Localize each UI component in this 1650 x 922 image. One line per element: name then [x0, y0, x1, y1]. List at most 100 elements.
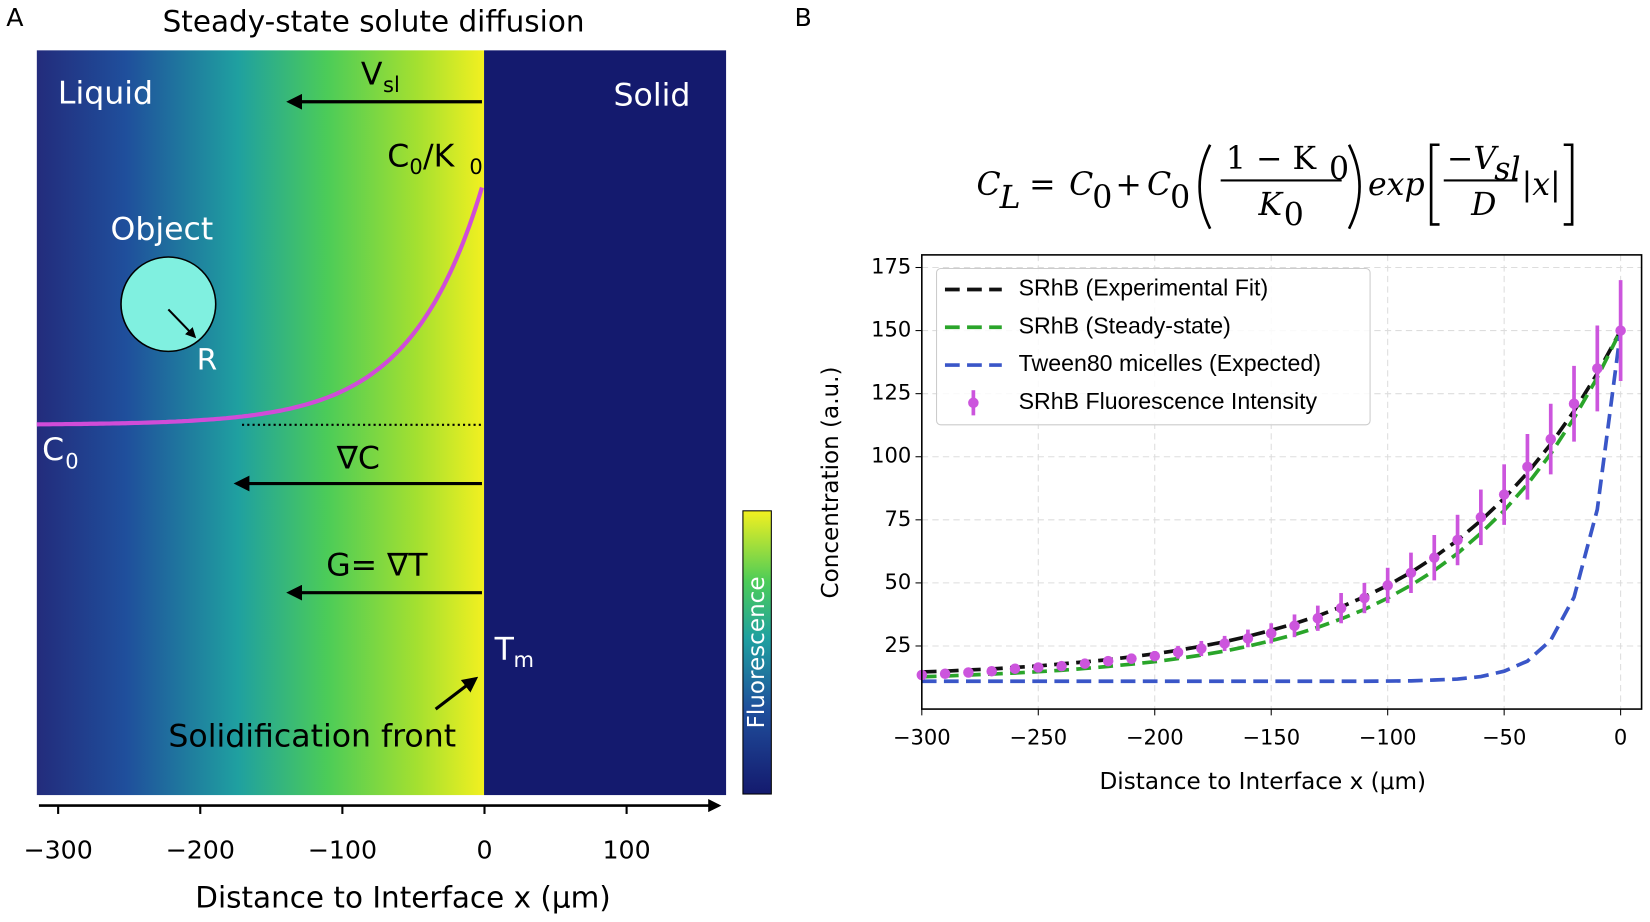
x-tick-label: −200	[166, 836, 235, 865]
series-line	[921, 330, 1623, 684]
y-tick-label: 75	[885, 506, 912, 531]
equation-term: =	[1029, 167, 1055, 203]
data-point	[986, 665, 997, 677]
x-tick-label: −300	[893, 724, 951, 749]
data-point	[1242, 633, 1254, 644]
x-tick-label: 0	[1614, 724, 1627, 749]
equation-term: C	[1069, 167, 1093, 203]
data-point	[1056, 660, 1067, 672]
grad-t-label: G= ∇T	[326, 547, 428, 583]
c0k0-sub: 0	[409, 154, 422, 179]
grad-c-label: ∇C	[336, 440, 380, 476]
data-point	[1196, 643, 1207, 654]
x-tick-label: 0	[476, 836, 492, 865]
colorbar-label: Fluorescence	[744, 576, 770, 728]
data-point	[1498, 489, 1510, 500]
c0k0-label: /K	[423, 138, 456, 174]
data-point	[939, 668, 951, 679]
c0k0-label: C	[387, 138, 409, 174]
data-point	[1382, 580, 1393, 591]
equation-term: C	[1147, 167, 1171, 203]
panel-label: B	[794, 3, 811, 32]
chart-title: Steady-state solute diffusion	[163, 5, 585, 39]
legend-label: SRhB Fluorescence Intensity	[1019, 388, 1318, 414]
data-point	[1289, 620, 1300, 632]
equation-term: 0	[1092, 180, 1112, 216]
equation-term: 0	[1284, 198, 1304, 234]
solid-region	[484, 50, 727, 796]
solid-label: Solid	[613, 78, 690, 114]
equation-term: D	[1470, 187, 1496, 223]
y-tick-label: 125	[871, 380, 911, 405]
panel-b: B C L = C 0 + C 0 1 − K 0 K 0 exp −V sl …	[794, 3, 1643, 795]
c0-sub: 0	[65, 449, 78, 474]
data-point	[1265, 628, 1277, 639]
data-point	[1335, 602, 1347, 614]
colorbar	[742, 510, 772, 795]
tm-label: T	[494, 631, 515, 667]
tm-sub: m	[514, 647, 535, 672]
data-point	[1033, 662, 1044, 673]
paren	[1347, 144, 1361, 230]
data-point	[1545, 433, 1556, 445]
panel-a: A Steady-state solute diffusion Liquid S…	[6, 3, 772, 914]
data-point	[1149, 650, 1161, 662]
concentration-curve	[36, 186, 484, 427]
object-label: Object	[110, 212, 213, 248]
vsl-label: V	[361, 57, 383, 93]
legend-box	[936, 267, 1371, 426]
equation-term: sl	[1494, 152, 1520, 188]
front-arrow	[434, 676, 479, 711]
data-point	[1592, 363, 1603, 374]
equation-term: 1 − K	[1226, 141, 1318, 177]
radius-arrow	[167, 308, 197, 339]
x-tick-label: 100	[603, 836, 651, 865]
data-point	[1405, 567, 1417, 579]
data-point	[1312, 612, 1324, 624]
data-point	[1452, 534, 1463, 546]
equation-term: +	[1115, 167, 1141, 203]
equation-term: 0	[1170, 180, 1190, 216]
paren	[1198, 144, 1212, 230]
equation-term: C	[977, 167, 1001, 203]
object	[120, 256, 217, 353]
legend-label: SRhB (Steady-state)	[1019, 312, 1231, 338]
x-tick-label: −150	[1242, 724, 1300, 749]
data-point	[1126, 653, 1137, 664]
data-point	[1102, 655, 1114, 667]
equation-term: 0	[1329, 152, 1349, 188]
equation-term: −V	[1447, 141, 1499, 177]
data-point	[1172, 647, 1184, 658]
data-point	[1359, 592, 1370, 604]
data-point	[1615, 325, 1626, 336]
x-tick-label: −200	[1126, 724, 1184, 749]
y-tick-label: 25	[885, 632, 912, 657]
x-axis-label: Distance to Interface x (μm)	[1099, 769, 1426, 795]
x-tick-label: −100	[308, 836, 377, 865]
bracket	[1429, 143, 1440, 226]
data-point	[1009, 663, 1021, 674]
c0k0-sub: 0	[469, 154, 482, 179]
x-tick-label: −50	[1482, 724, 1526, 749]
data-point	[1522, 461, 1533, 473]
vsl-sub: sl	[383, 72, 400, 97]
equation-term: exp	[1368, 167, 1425, 203]
liquid-label: Liquid	[58, 75, 153, 111]
equation-term: L	[999, 180, 1021, 216]
y-axis-label: Concentration (a.u.)	[818, 367, 844, 599]
data-point	[1219, 638, 1230, 649]
front-label: Solidification front	[168, 718, 456, 754]
x-tick-label: −100	[1359, 724, 1417, 749]
y-tick-label: 100	[871, 443, 911, 468]
legend-swatch	[968, 397, 979, 409]
x-tick-label: −300	[23, 836, 92, 865]
panel-label: A	[6, 3, 24, 32]
equation-term: |x|	[1522, 167, 1561, 203]
data-point	[1079, 658, 1091, 669]
c0-label: C	[42, 432, 64, 468]
legend-label: SRhB (Experimental Fit)	[1019, 275, 1269, 301]
equation: C L = C 0 + C 0 1 − K 0 K 0 exp −V sl D …	[977, 141, 1574, 234]
x-axis-label: Distance to Interface x (μm)	[195, 880, 611, 914]
